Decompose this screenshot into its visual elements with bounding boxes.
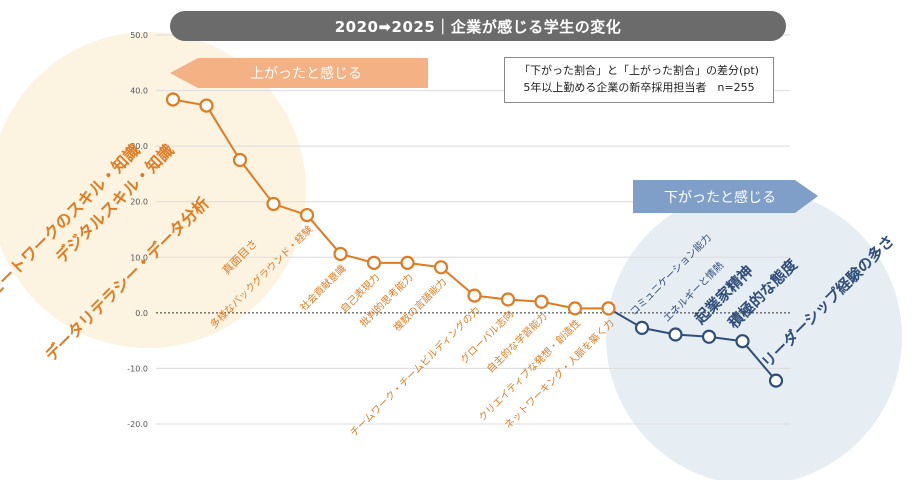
- down-arrow: [633, 180, 818, 213]
- note-line-2: 5年以上勤める企業の新卒採用担当者 n=255: [523, 81, 755, 94]
- data-point: [701, 329, 717, 344]
- data-point: [199, 98, 214, 113]
- y-tick-label: 10.0: [130, 253, 148, 262]
- y-tick-label: -10.0: [127, 364, 148, 373]
- y-tick-label: 50.0: [130, 31, 148, 40]
- note-line-1: 「下がった割合」と「上がった割合」の差分(pt): [519, 64, 759, 77]
- data-point: [735, 334, 750, 349]
- down-arrow-label: 下がったと感じる: [664, 189, 776, 206]
- data-point: [567, 301, 583, 316]
- y-tick-label: 20.0: [130, 198, 148, 207]
- y-tick-label: 0.0: [135, 309, 148, 318]
- data-point: [534, 294, 549, 309]
- series-line-segment: [440, 266, 476, 297]
- data-point: [400, 255, 415, 270]
- data-point: [366, 255, 382, 270]
- data-point: [668, 327, 683, 342]
- data-point: [299, 207, 315, 223]
- chart-note: 「下がった割合」と「上がった割合」の差分(pt) 5年以上勤める企業の新卒採用担…: [504, 57, 774, 103]
- chart-title: 2020➡2025｜企業が感じる学生の変化: [170, 11, 786, 41]
- up-arrow-label: 上がったと感じる: [250, 65, 362, 82]
- data-point: [333, 246, 348, 262]
- data-point: [232, 152, 248, 168]
- data-point: [266, 196, 281, 212]
- series-line-segment: [741, 340, 777, 382]
- series-line-segment: [306, 214, 342, 255]
- y-tick-label: 30.0: [130, 142, 148, 151]
- data-point: [768, 373, 784, 388]
- up-highlight-circle: [0, 32, 306, 348]
- y-tick-label: -20.0: [127, 420, 148, 429]
- series-line-segment: [239, 159, 275, 205]
- down-highlight-circle: [606, 189, 902, 480]
- up-arrow: [170, 58, 428, 88]
- y-tick-label: 40.0: [130, 87, 148, 96]
- data-point: [467, 288, 482, 303]
- data-point: [165, 92, 181, 107]
- data-point: [634, 320, 650, 335]
- data-point: [500, 292, 516, 307]
- data-point: [601, 301, 616, 316]
- data-point: [433, 260, 449, 275]
- series-line-segment: [205, 105, 241, 161]
